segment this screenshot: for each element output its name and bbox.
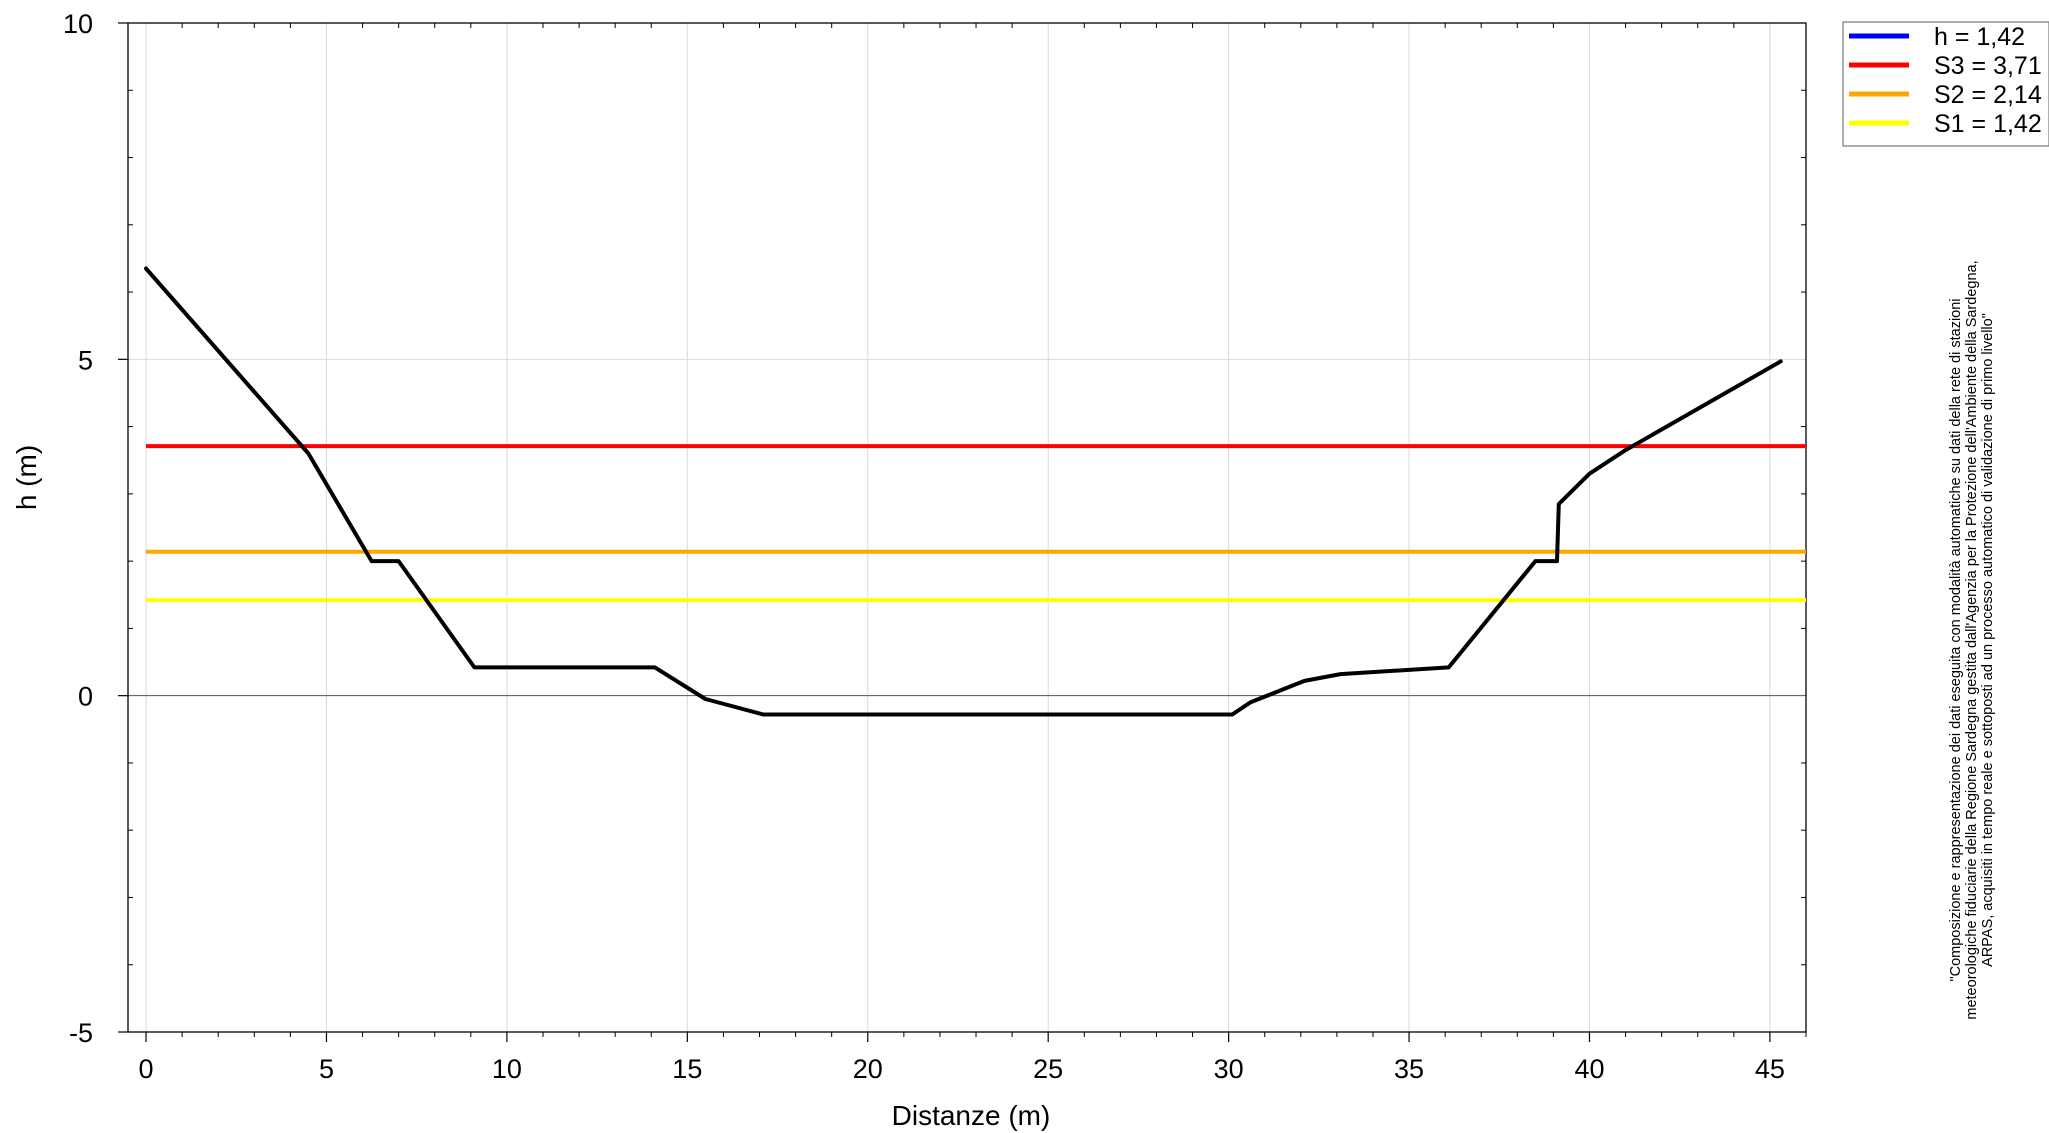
profile-line bbox=[144, 266, 1783, 717]
source-note-line: ARPAS, acquisiti in tempo reale e sottop… bbox=[1980, 313, 1996, 967]
legend-label: S3 = 3,71 bbox=[1934, 52, 2042, 80]
legend-label: S2 = 2,14 bbox=[1934, 81, 2042, 109]
x-tick-label: 5 bbox=[319, 1054, 334, 1084]
x-tick-label: 20 bbox=[853, 1054, 883, 1084]
x-axis-title: Distanze (m) bbox=[892, 1100, 1051, 1131]
x-tick-label: 30 bbox=[1214, 1054, 1244, 1084]
x-tick-label: 40 bbox=[1574, 1054, 1604, 1084]
plot-frame bbox=[127, 22, 1807, 1033]
x-tick-label: 35 bbox=[1394, 1054, 1424, 1084]
x-tick-label: 45 bbox=[1755, 1054, 1785, 1084]
y-tick-label: 10 bbox=[63, 9, 93, 39]
y-tick-label: 0 bbox=[78, 682, 93, 712]
y-tick-label: 5 bbox=[78, 345, 93, 375]
source-note-line: meteorologiche fiduciarie della Regione … bbox=[1964, 260, 1980, 1019]
grid-layer bbox=[128, 22, 1806, 1033]
source-note-text: "Composizione e rappresentazione dei dat… bbox=[1948, 260, 1996, 1019]
source-note: "Composizione e rappresentazione dei dat… bbox=[1948, 260, 1996, 1019]
x-tick-label: 25 bbox=[1033, 1054, 1063, 1084]
series-layer bbox=[144, 266, 1806, 717]
x-tick-label: 10 bbox=[492, 1054, 522, 1084]
x-tick-label: 0 bbox=[139, 1054, 154, 1084]
label-layer: 0 5 10 15 20 25 30 35 40 45 -5 0 5 10 Distanze (m) h (m… bbox=[11, 9, 1785, 1131]
x-tick-label: 15 bbox=[672, 1054, 702, 1084]
y-axis-title: h (m) bbox=[11, 445, 42, 510]
axis-layer bbox=[118, 22, 1807, 1042]
y-tick-label: -5 bbox=[69, 1018, 93, 1048]
legend-label: S1 = 1,42 bbox=[1934, 110, 2042, 138]
source-note-line: "Composizione e rappresentazione dei dat… bbox=[1948, 298, 1964, 981]
legend-label: h = 1,42 bbox=[1934, 23, 2025, 51]
